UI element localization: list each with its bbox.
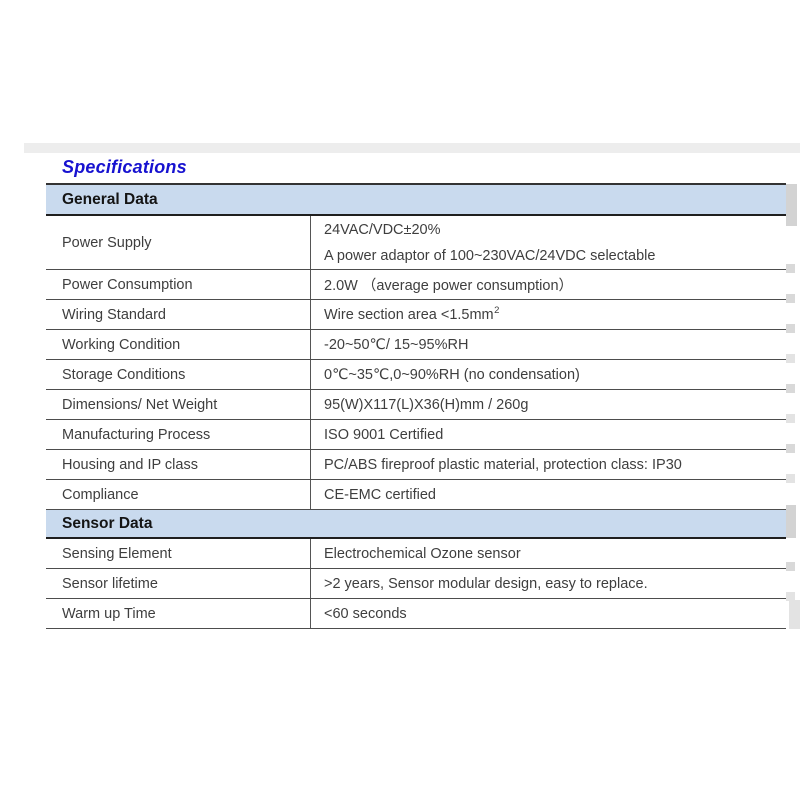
- table-row-warm-up-time: Warm up Time <60 seconds: [46, 599, 786, 629]
- table-row-power-supply: Power Supply 24VAC/VDC±20% A power adapt…: [46, 216, 786, 270]
- scan-artifact: [786, 562, 795, 571]
- row-label: Power Consumption: [62, 276, 193, 293]
- table-row-sensor-lifetime: Sensor lifetime >2 years, Sensor modular…: [46, 569, 786, 599]
- scan-artifact: [786, 384, 795, 393]
- scan-artifact: [786, 324, 795, 333]
- scan-artifact: [786, 354, 795, 363]
- row-value-text: ISO 9001 Certified: [324, 426, 444, 443]
- scan-artifact-band: [24, 143, 800, 153]
- row-label: Compliance: [62, 486, 139, 503]
- section-header-label: General Data: [62, 190, 158, 208]
- superscript: 2: [494, 305, 500, 316]
- scan-artifact: [786, 414, 795, 423]
- row-value: >2 years, Sensor modular design, easy to…: [310, 569, 786, 598]
- row-value: <60 seconds: [310, 599, 786, 628]
- row-value: Electrochemical Ozone sensor: [310, 539, 786, 568]
- row-value-text: 95(W)X117(L)X36(H)mm / 260g: [324, 396, 529, 413]
- section-header-general-data: General Data: [46, 185, 786, 216]
- row-label: Sensing Element: [62, 545, 172, 562]
- row-value: 0℃~35℃,0~90%RH (no condensation): [310, 360, 786, 389]
- scan-artifact: [789, 600, 800, 629]
- specifications-table: General Data Power Supply 24VAC/VDC±20% …: [46, 183, 786, 629]
- table-row-dimensions-net-weight: Dimensions/ Net Weight 95(W)X117(L)X36(H…: [46, 390, 786, 420]
- row-value: 95(W)X117(L)X36(H)mm / 260g: [310, 390, 786, 419]
- row-value: 2.0W （average power consumption）: [310, 270, 786, 299]
- row-value: 24VAC/VDC±20% A power adaptor of 100~230…: [310, 216, 786, 269]
- table-row-housing-ip-class: Housing and IP class PC/ABS fireproof pl…: [46, 450, 786, 480]
- row-value: ISO 9001 Certified: [310, 420, 786, 449]
- scan-artifact: [786, 592, 795, 601]
- row-value: PC/ABS fireproof plastic material, prote…: [310, 450, 786, 479]
- row-label: Sensor lifetime: [62, 575, 158, 592]
- table-row-wiring-standard: Wiring Standard Wire section area <1.5mm…: [46, 300, 786, 330]
- row-value-text: >2 years, Sensor modular design, easy to…: [324, 575, 648, 592]
- scan-artifact: [786, 474, 795, 483]
- section-header-label: Sensor Data: [62, 514, 153, 532]
- section-header-sensor-data: Sensor Data: [46, 510, 786, 539]
- row-label: Dimensions/ Net Weight: [62, 396, 218, 413]
- row-label: Housing and IP class: [62, 456, 198, 473]
- row-value: CE-EMC certified: [310, 480, 786, 509]
- scan-artifact: [786, 294, 795, 303]
- scan-artifact: [786, 264, 795, 273]
- row-label: Working Condition: [62, 336, 181, 353]
- row-value-text: 0℃~35℃,0~90%RH (no condensation): [324, 366, 580, 383]
- table-row-working-condition: Working Condition -20~50℃/ 15~95%RH: [46, 330, 786, 360]
- scan-artifact: [786, 184, 797, 226]
- row-value-line: A power adaptor of 100~230VAC/24VDC sele…: [324, 247, 656, 264]
- table-row-power-consumption: Power Consumption 2.0W （average power co…: [46, 270, 786, 300]
- row-label: Wiring Standard: [62, 306, 166, 323]
- row-label: Manufacturing Process: [62, 426, 211, 443]
- row-value-text: CE-EMC certified: [324, 486, 436, 503]
- row-label: Storage Conditions: [62, 366, 186, 383]
- row-value-line: 24VAC/VDC±20%: [324, 221, 441, 238]
- row-value-text: PC/ABS fireproof plastic material, prote…: [324, 456, 682, 473]
- row-label: Power Supply: [62, 234, 152, 251]
- table-row-storage-conditions: Storage Conditions 0℃~35℃,0~90%RH (no co…: [46, 360, 786, 390]
- row-value-text: Electrochemical Ozone sensor: [324, 545, 521, 562]
- table-row-sensing-element: Sensing Element Electrochemical Ozone se…: [46, 539, 786, 569]
- row-value-text: -20~50℃/ 15~95%RH: [324, 336, 469, 353]
- scan-artifact: [786, 505, 796, 538]
- table-row-compliance: Compliance CE-EMC certified: [46, 480, 786, 510]
- row-value-text: <60 seconds: [324, 605, 407, 622]
- row-value-text: 2.0W （average power consumption）: [324, 278, 574, 294]
- row-label: Warm up Time: [62, 605, 156, 622]
- scan-artifact: [786, 444, 795, 453]
- row-value: -20~50℃/ 15~95%RH: [310, 330, 786, 359]
- row-value: Wire section area <1.5mm 2: [310, 300, 786, 329]
- page-title: Specifications: [62, 157, 187, 177]
- row-value-text: Wire section area <1.5mm: [324, 306, 494, 323]
- table-row-manufacturing-process: Manufacturing Process ISO 9001 Certified: [46, 420, 786, 450]
